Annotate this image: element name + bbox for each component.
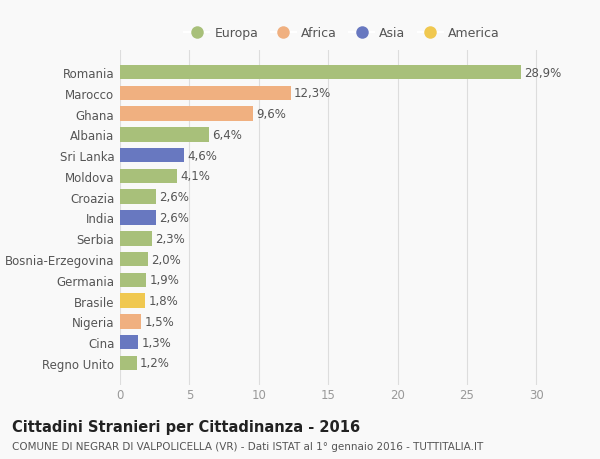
Text: 2,6%: 2,6% bbox=[160, 212, 190, 224]
Text: 6,4%: 6,4% bbox=[212, 129, 242, 142]
Bar bbox=[120, 356, 137, 370]
Text: 1,5%: 1,5% bbox=[144, 315, 174, 328]
Text: Cittadini Stranieri per Cittadinanza - 2016: Cittadini Stranieri per Cittadinanza - 2… bbox=[12, 419, 360, 434]
Text: 2,6%: 2,6% bbox=[160, 191, 190, 204]
Text: 28,9%: 28,9% bbox=[524, 67, 562, 79]
Bar bbox=[120, 149, 184, 163]
Text: 1,2%: 1,2% bbox=[140, 357, 170, 369]
Text: 2,0%: 2,0% bbox=[151, 253, 181, 266]
Bar bbox=[120, 190, 156, 205]
Text: 1,8%: 1,8% bbox=[148, 294, 178, 308]
Bar bbox=[120, 335, 138, 350]
Bar bbox=[120, 314, 141, 329]
Legend: Europa, Africa, Asia, America: Europa, Africa, Asia, America bbox=[181, 23, 503, 44]
Text: 4,1%: 4,1% bbox=[181, 170, 210, 183]
Bar bbox=[120, 231, 152, 246]
Bar bbox=[120, 86, 290, 101]
Bar bbox=[120, 273, 146, 287]
Text: 9,6%: 9,6% bbox=[257, 108, 287, 121]
Bar bbox=[120, 211, 156, 225]
Text: COMUNE DI NEGRAR DI VALPOLICELLA (VR) - Dati ISTAT al 1° gennaio 2016 - TUTTITAL: COMUNE DI NEGRAR DI VALPOLICELLA (VR) - … bbox=[12, 441, 483, 451]
Bar bbox=[120, 294, 145, 308]
Text: 1,9%: 1,9% bbox=[150, 274, 180, 287]
Text: 12,3%: 12,3% bbox=[294, 87, 331, 100]
Bar bbox=[120, 107, 253, 122]
Text: 1,3%: 1,3% bbox=[142, 336, 171, 349]
Bar bbox=[120, 128, 209, 142]
Bar bbox=[120, 66, 521, 80]
Text: 4,6%: 4,6% bbox=[187, 149, 217, 162]
Bar bbox=[120, 252, 148, 267]
Bar bbox=[120, 169, 177, 184]
Text: 2,3%: 2,3% bbox=[155, 232, 185, 245]
